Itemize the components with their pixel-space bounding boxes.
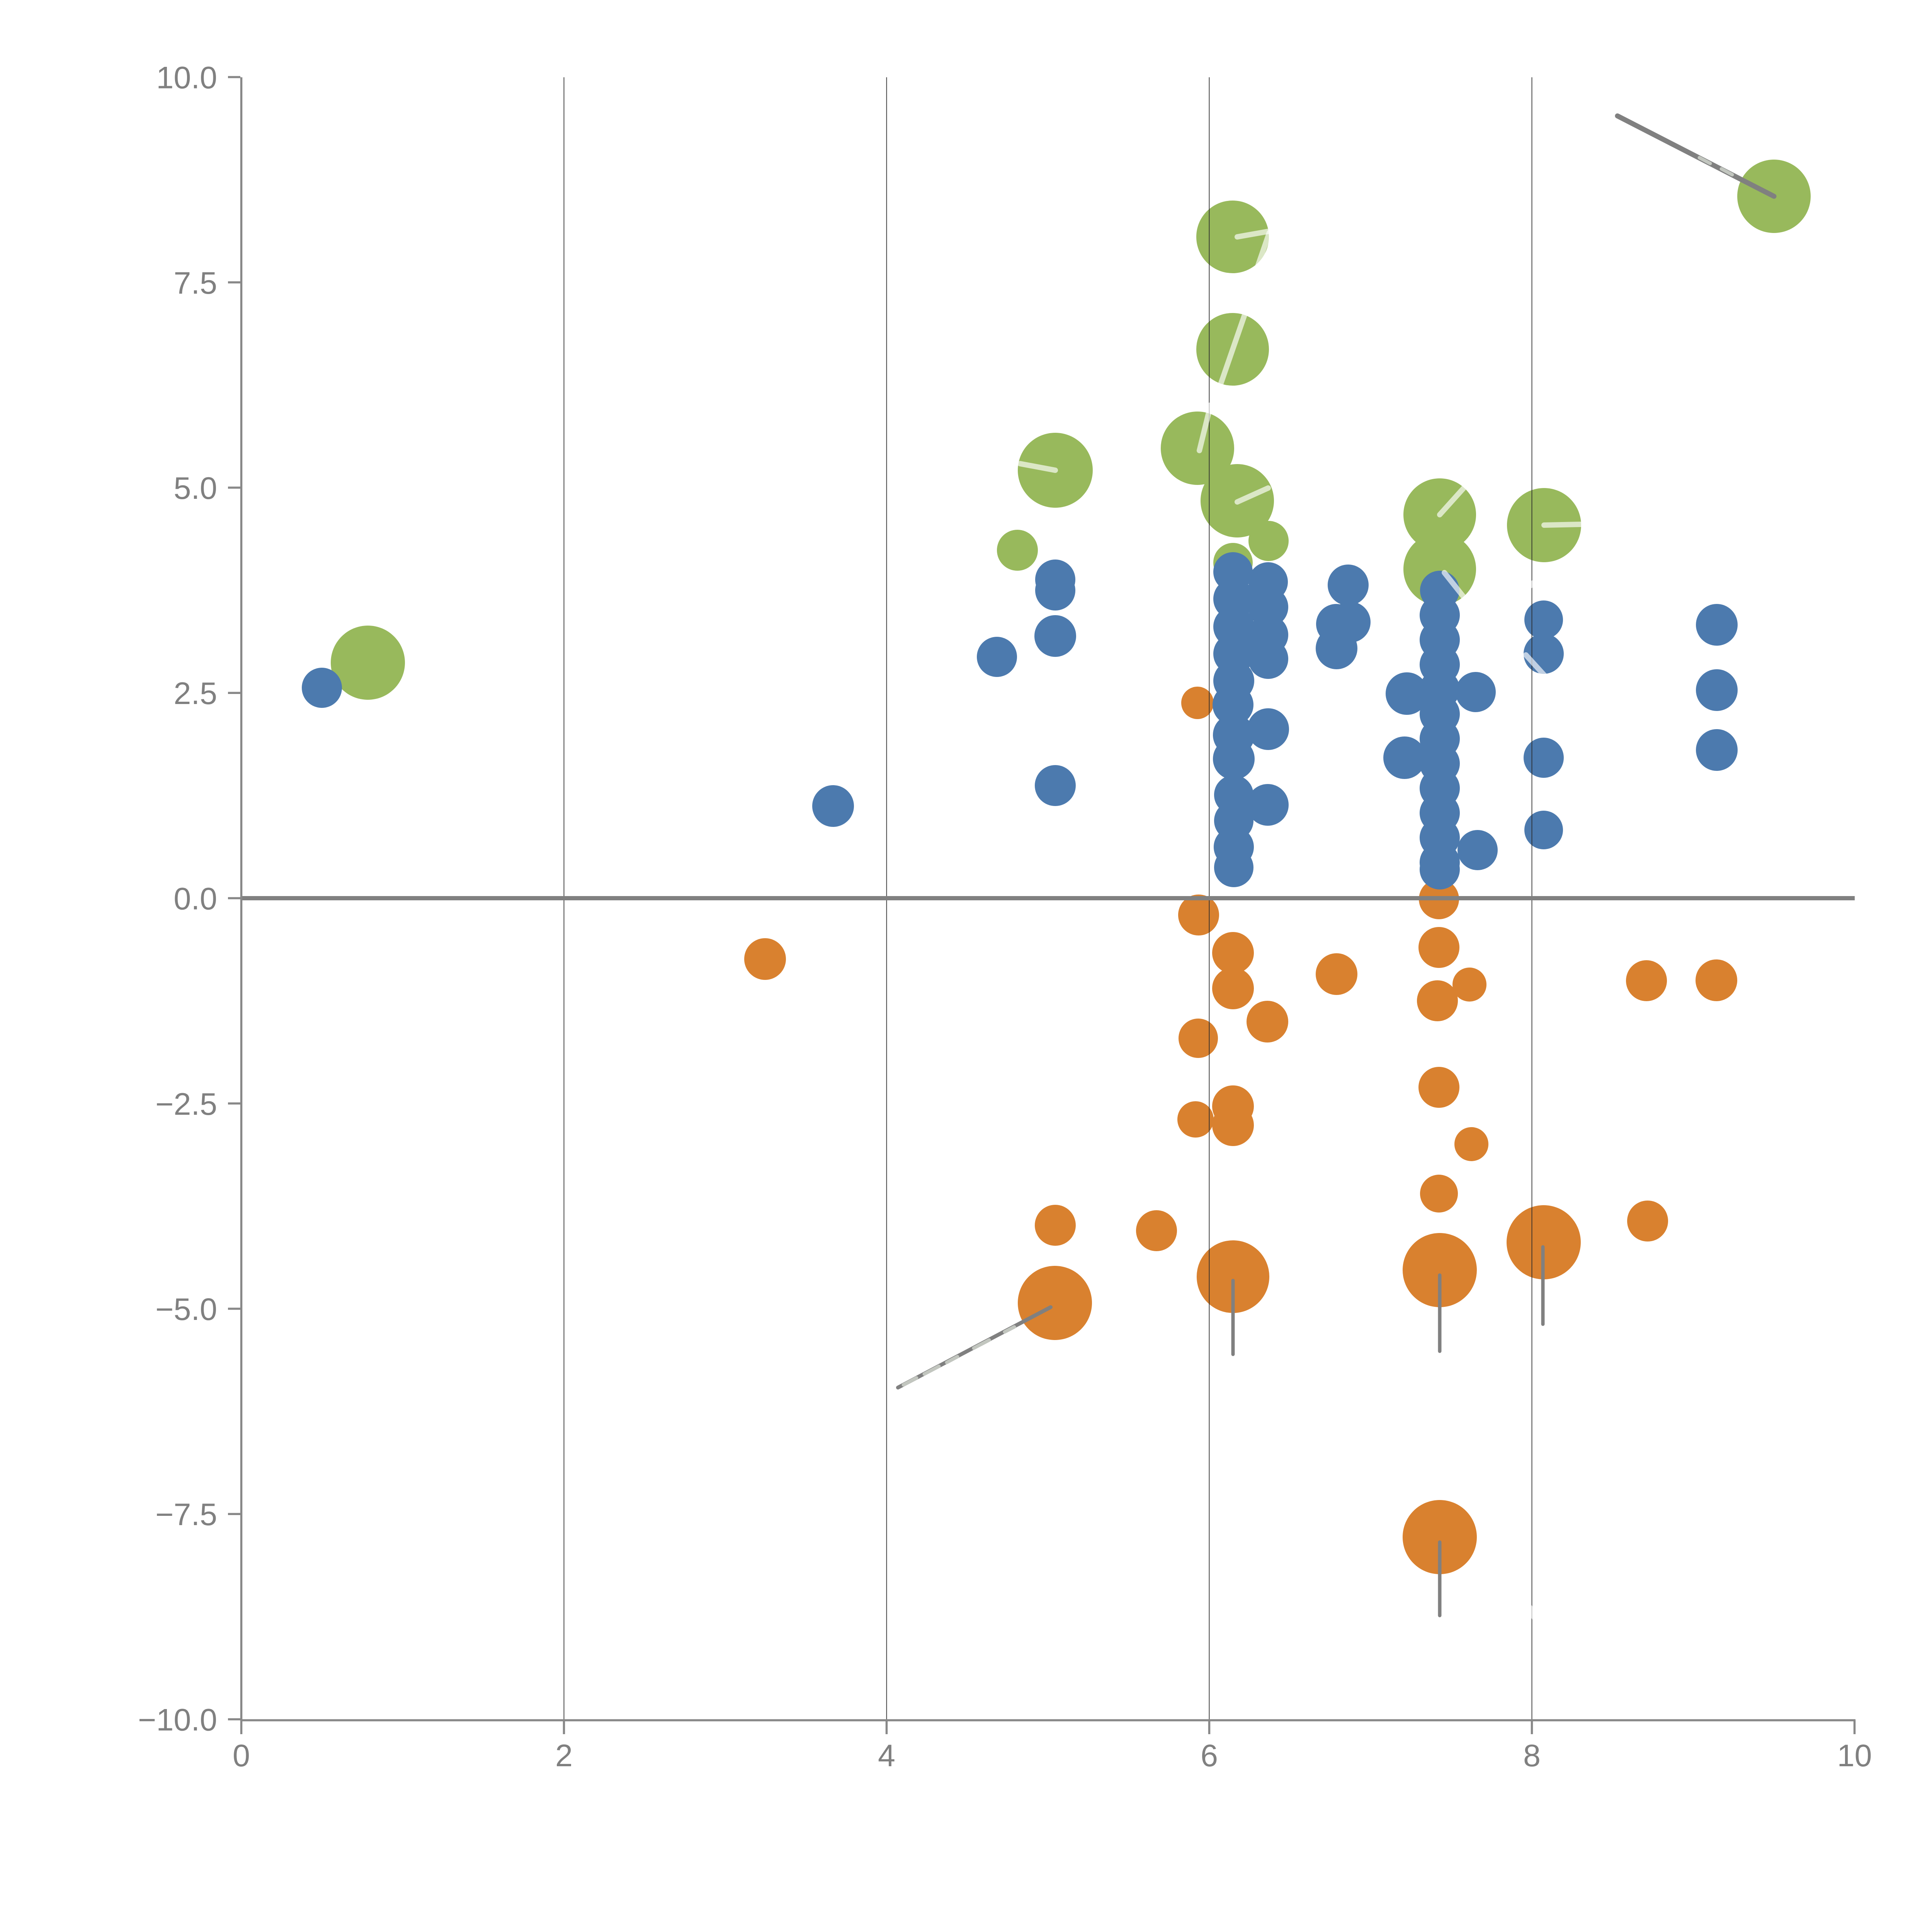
svg-text:10: 10 [1837, 1738, 1872, 1773]
svg-text:2.5: 2.5 [173, 676, 217, 711]
svg-text:4: 4 [878, 1738, 895, 1773]
svg-text:2: 2 [555, 1738, 573, 1773]
svg-text:6: 6 [1201, 1738, 1218, 1773]
svg-text:−5.0: −5.0 [155, 1292, 217, 1327]
svg-text:8: 8 [1523, 1738, 1541, 1773]
svg-text:−2.5: −2.5 [155, 1087, 217, 1122]
svg-text:−7.5: −7.5 [155, 1497, 217, 1532]
svg-text:10.0: 10.0 [156, 61, 217, 95]
svg-text:−10.0: −10.0 [138, 1703, 217, 1738]
svg-text:7.5: 7.5 [173, 266, 217, 301]
svg-text:5.0: 5.0 [173, 471, 217, 506]
svg-text:0.0: 0.0 [173, 882, 217, 917]
svg-text:0: 0 [233, 1738, 250, 1773]
